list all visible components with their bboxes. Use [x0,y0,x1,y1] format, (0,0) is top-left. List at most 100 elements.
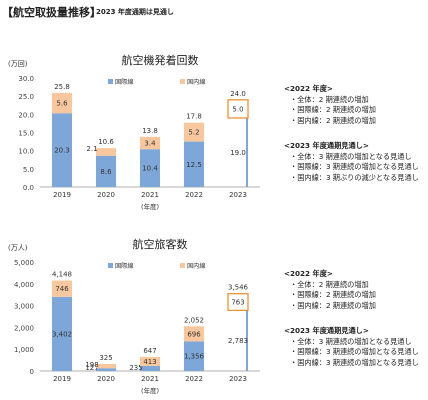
legend-label: 国内線 [187,78,206,86]
y-tick-label: 15.0 [18,130,34,138]
x-tick-label: 2019 [53,375,71,383]
y-tick-label: 0 [30,368,34,376]
legend-swatch [108,79,113,84]
x-tick-label: 2021 [141,375,159,383]
data-label-domestic: 696 [187,330,201,338]
data-label-domestic: 3.4 [144,140,156,148]
legend-swatch [180,79,185,84]
chart-title: 航空旅客数 [133,237,188,251]
note-item: ・国際線：2 期連続の増加 [290,105,376,115]
bar-segment-international [140,149,160,187]
y-tick-label: 30.0 [18,75,34,83]
bar-segment-international [184,141,204,187]
data-label-total: 325 [99,354,112,362]
note-flights-2022: <2022 年度> ・全体：2 期連続の増加 ・国際線：2 期連続の増加 ・国内… [284,84,376,126]
bar-segment-domestic [52,280,72,297]
note-item: ・全体：2 期連続の増加 [290,279,369,289]
note-item: ・国内線：3 期ぶりの減少となる見通し [290,172,419,182]
bar-segment-international [52,113,72,187]
bar-segment-domestic [184,326,204,342]
x-tick-label: 2019 [53,191,71,199]
note-passengers-2023-forecast: <2023 年度通期見通し> ・全体：3 期連続の増加となる見通し ・国際線：3… [284,326,419,368]
bar-segment-domestic [227,99,249,119]
data-label-domestic: 413 [143,358,156,366]
bar-segment-domestic [140,356,160,366]
bar-segment-domestic [52,92,72,114]
note-item: ・全体：3 期連続の増加となる見通し [290,336,412,346]
data-label-international: 2,783 [228,337,248,345]
note-flights-2023-forecast: <2023 年度通期見通し> ・全体：3 期連続の増加となる見通し ・国際線：3… [284,141,419,183]
bar-segment-international [96,155,116,187]
y-tick-label: 10.0 [18,148,34,156]
legend-label: 国際線 [115,78,134,86]
data-label-international: 19.0 [230,149,246,157]
bar-segment-international [140,365,160,371]
note-item: ・国内線：2 期連続の増加 [290,115,376,125]
bar-segment-international [184,341,204,371]
data-label-total: 3,546 [228,284,249,292]
x-tick-label: 2020 [97,191,115,199]
data-label-domestic: 763 [231,299,244,307]
x-axis-label: (年度) [141,386,159,395]
data-label-domestic: 2.1 [86,145,97,153]
note-heading: <2023 年度通期見通し> [284,326,369,335]
bar-segment-international [246,310,248,371]
legend-swatch [180,263,185,268]
y-tick-label: 5,000 [14,259,34,267]
data-label-international: 1,356 [184,353,205,361]
note-heading: <2022 年度> [284,269,333,278]
bar-segment-domestic [227,293,249,311]
data-label-total: 13.8 [142,127,158,135]
note-heading: <2022 年度> [284,84,333,93]
y-tick-label: 1,000 [14,346,34,354]
note-item: ・国内線：2 期連続の増加 [290,300,376,310]
data-label-international: 235 [129,364,142,372]
bar-segment-international [246,117,248,187]
y-axis-label: (万人) [8,244,28,252]
data-label-domestic: 5.2 [188,129,199,137]
data-label-international: 12.5 [186,161,202,169]
y-tick-label: 3,000 [14,303,34,311]
data-label-domestic: 5.6 [56,100,68,108]
data-label-international: 10.4 [142,165,158,173]
y-tick-label: 0.0 [23,184,34,192]
data-label-total: 10.6 [98,138,114,146]
data-label-international: 3,402 [52,330,72,338]
note-passengers-2022: <2022 年度> ・全体：2 期連続の増加 ・国際線：2 期連続の増加 ・国内… [284,269,376,311]
bar-segment-international [52,296,72,371]
y-axis-label: (万回) [8,60,28,68]
page-subtitle: 2023 年度通期は見通し [96,8,174,16]
data-label-total: 24.0 [230,90,246,98]
x-tick-label: 2022 [185,191,203,199]
legend-label: 国内線 [187,262,206,270]
y-tick-label: 4,000 [14,281,34,289]
bar-segment-domestic [96,363,116,369]
legend-label: 国際線 [115,262,134,270]
bar-segment-international [96,368,116,371]
data-label-total: 4,148 [52,271,72,279]
x-tick-label: 2023 [229,191,247,199]
note-item: ・国際線：3 期連続の増加となる見通し [290,347,419,357]
data-label-international: 8.6 [100,168,112,176]
y-tick-label: 2,000 [14,324,34,332]
bar-segment-domestic [184,122,204,142]
data-label-total: 17.8 [186,113,202,121]
x-tick-label: 2023 [229,375,247,383]
x-tick-label: 2020 [97,375,115,383]
data-label-total: 25.8 [54,83,70,91]
bar-segment-domestic [140,136,160,150]
note-item: ・国内線：3 期連続の増加となる見通し [290,357,419,367]
x-axis-label: (年度) [141,202,159,211]
x-tick-label: 2021 [141,191,159,199]
data-label-domestic: 746 [55,285,69,293]
bar-segment-domestic [96,148,116,156]
y-tick-label: 25.0 [18,93,34,101]
note-item: ・全体：3 期連続の増加となる見通し [290,151,412,161]
y-tick-label: 20.0 [18,111,34,119]
note-heading: <2023 年度通期見通し> [284,141,369,150]
data-label-total: 647 [143,347,156,355]
data-label-total: 2,052 [184,316,204,324]
note-item: ・全体：2 期連続の増加 [290,94,369,104]
y-tick-label: 5.0 [23,166,34,174]
chart-title: 航空機発着回数 [122,53,199,67]
